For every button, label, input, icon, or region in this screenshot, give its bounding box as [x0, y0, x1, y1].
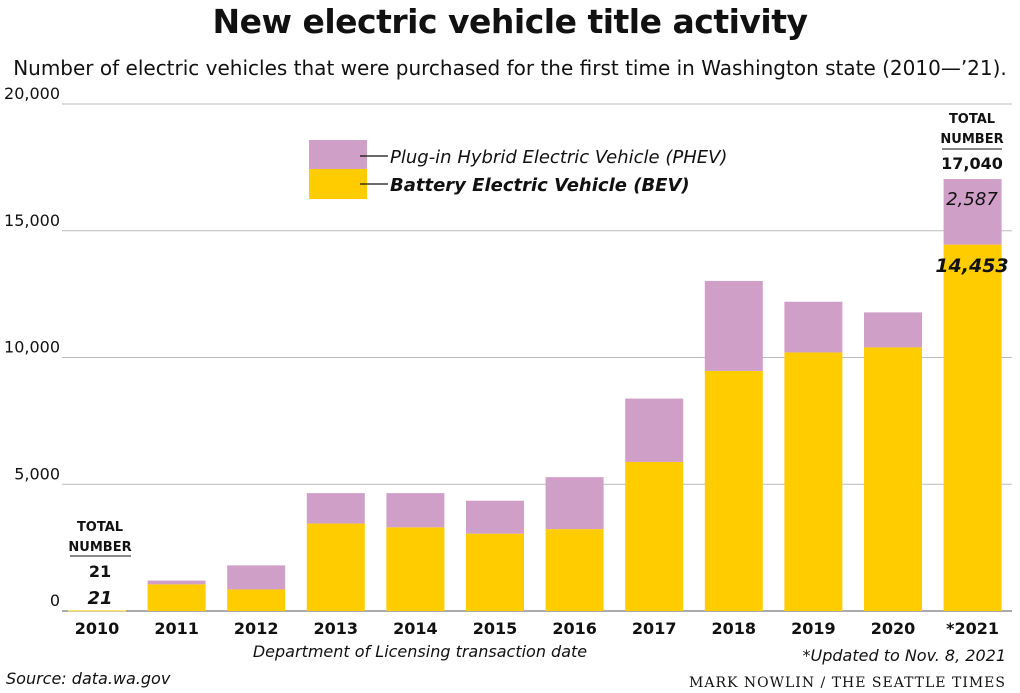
annotation-2010-heading-line1: TOTAL: [77, 520, 123, 535]
annotation-2021-total: 17,040: [941, 154, 1003, 173]
x-tick-label-2014: 2014: [393, 619, 438, 638]
bars: [68, 179, 1002, 612]
y-tick-label-0: 0: [50, 591, 60, 610]
bar-phev-2014: [386, 493, 445, 528]
x-tick-label-2013: 2013: [314, 619, 359, 638]
annotation-2021-phev-label: 2,587: [946, 189, 998, 210]
bar-bev-2019: [784, 352, 843, 611]
legend: Plug-in Hybrid Electric Vehicle (PHEV) B…: [309, 140, 727, 199]
x-tick-label-2012: 2012: [234, 619, 279, 638]
annotation-2010-total: 21: [89, 562, 111, 581]
bar-phev-2011: [147, 580, 206, 585]
bar-bev-2016: [545, 529, 604, 611]
legend-bev-label: Battery Electric Vehicle (BEV): [390, 175, 690, 196]
x-axis-label: Department of Licensing transaction date: [253, 642, 587, 661]
x-tick-label-2018: 2018: [712, 619, 757, 638]
bar-bev-2013: [306, 523, 365, 611]
x-tick-label-2011: 2011: [154, 619, 199, 638]
x-tick-label-2021: *2021: [946, 619, 999, 638]
bar-bev-2010: [68, 610, 126, 612]
legend-bev-swatch: [309, 169, 367, 199]
y-tick-label-5000: 5,000: [14, 464, 60, 483]
y-axis-ticks: 0 5,000 10,000 15,000 20,000: [4, 84, 60, 610]
bar-phev-2021: [943, 179, 1002, 245]
bar-phev-2018: [704, 280, 763, 371]
annotation-2010-bev-label: 21: [87, 588, 112, 609]
annotation-2021-bev-label: 14,453: [935, 255, 1008, 277]
bar-bev-2021: [943, 244, 1002, 611]
bar-phev-2017: [625, 398, 684, 462]
x-tick-label-2019: 2019: [791, 619, 836, 638]
annotation-2010: TOTAL NUMBER 21 21: [68, 520, 131, 609]
y-tick-label-20000: 20,000: [4, 84, 60, 103]
annotation-2021-heading-line2: NUMBER: [940, 132, 1003, 147]
bar-bev-2018: [704, 370, 763, 611]
chart-subtitle: Number of electric vehicles that were pu…: [13, 56, 1007, 80]
bar-bev-2012: [227, 589, 286, 611]
legend-phev-swatch: [309, 140, 367, 169]
bar-phev-2019: [784, 301, 843, 353]
credit-line: MARK NOWLIN / THE SEATTLE TIMES: [689, 675, 1006, 691]
y-tick-label-10000: 10,000: [4, 338, 60, 357]
x-axis-ticks: 2010 2011 2012 2013 2014 2015 2016 2017 2018 2019…: [75, 619, 999, 638]
x-tick-label-2016: 2016: [552, 619, 597, 638]
x-tick-label-2017: 2017: [632, 619, 677, 638]
bar-bev-2015: [466, 533, 524, 611]
x-tick-label-2010: 2010: [75, 619, 120, 638]
bar-phev-2016: [545, 477, 604, 530]
bar-phev-2020: [864, 312, 922, 348]
bar-phev-2015: [466, 500, 524, 534]
chart-title: New electric vehicle title activity: [212, 2, 808, 41]
gridlines: [62, 103, 1012, 612]
bar-bev-2017: [625, 461, 684, 611]
x-tick-label-2020: 2020: [871, 619, 916, 638]
bar-phev-2013: [306, 493, 365, 524]
legend-phev-label: Plug-in Hybrid Electric Vehicle (PHEV): [390, 147, 727, 168]
annotation-2010-heading-line2: NUMBER: [68, 540, 131, 555]
bar-bev-2014: [386, 527, 445, 611]
annotation-2021-heading-line1: TOTAL: [949, 112, 995, 127]
bar-bev-2020: [864, 347, 922, 611]
annotation-2021: TOTAL NUMBER 17,040 2,587 14,453: [935, 112, 1008, 277]
source-note: Source: data.wa.gov: [6, 669, 171, 688]
y-tick-label-15000: 15,000: [4, 211, 60, 230]
bar-phev-2012: [227, 565, 286, 590]
x-tick-label-2015: 2015: [473, 619, 518, 638]
update-note: *Updated to Nov. 8, 2021: [802, 646, 1007, 665]
bar-bev-2011: [147, 584, 206, 611]
